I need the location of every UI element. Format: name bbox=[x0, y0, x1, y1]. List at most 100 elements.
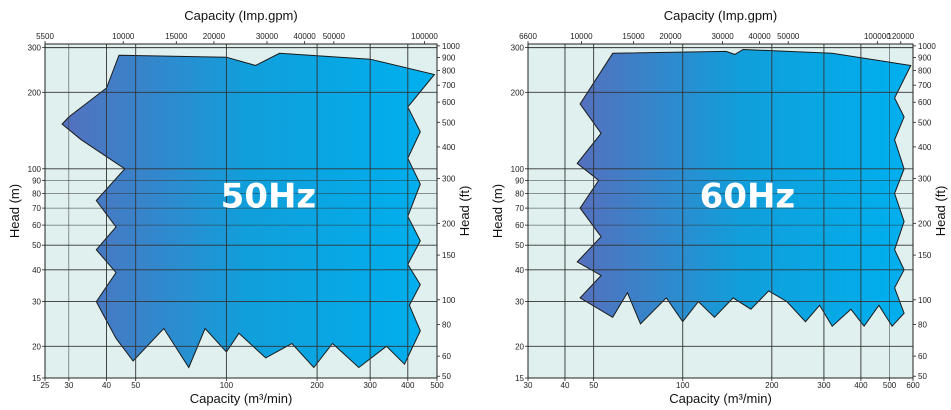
y-tick-label: 80 bbox=[32, 189, 41, 198]
x2-axis-label: Capacity (Imp.gpm) bbox=[664, 8, 777, 23]
x2-tick-label: 15000 bbox=[622, 32, 645, 41]
x-tick-label: 200 bbox=[765, 381, 779, 390]
x-tick-label: 500 bbox=[430, 381, 444, 390]
y2-tick-label: 500 bbox=[442, 118, 456, 127]
y2-axis-label: Head (ft) bbox=[457, 186, 472, 237]
y2-tick-label: 600 bbox=[918, 98, 932, 107]
y-axis-label: Head (m) bbox=[490, 184, 505, 238]
performance-envelope bbox=[61, 52, 436, 369]
x2-tick-label: 20000 bbox=[659, 32, 682, 41]
y-tick-label: 80 bbox=[515, 189, 524, 198]
y-tick-label: 30 bbox=[32, 298, 41, 307]
x-tick-label: 30 bbox=[524, 381, 533, 390]
y2-tick-label: 150 bbox=[442, 251, 456, 260]
x-tick-label: 25 bbox=[41, 381, 50, 390]
y2-tick-label: 50 bbox=[918, 372, 927, 381]
y2-tick-label: 1000 bbox=[918, 42, 936, 51]
x-tick-label: 100 bbox=[220, 381, 234, 390]
y-tick-label: 30 bbox=[515, 298, 524, 307]
y-tick-label: 300 bbox=[28, 44, 42, 53]
y-tick-label: 50 bbox=[515, 241, 524, 250]
x2-tick-label: 50000 bbox=[777, 32, 800, 41]
x-tick-label: 500 bbox=[883, 381, 897, 390]
y-tick-label: 15 bbox=[32, 374, 41, 383]
y2-tick-label: 300 bbox=[442, 175, 456, 184]
plot-frame bbox=[44, 43, 438, 379]
x-tick-label: 50 bbox=[589, 381, 598, 390]
x2-axis-label: Capacity (Imp.gpm) bbox=[184, 8, 297, 23]
x-axis-label: Capacity (m³/min) bbox=[190, 391, 293, 406]
x2-tick-label: 10000 bbox=[112, 32, 135, 41]
y2-tick-label: 1000 bbox=[442, 42, 460, 51]
y2-tick-label: 500 bbox=[918, 118, 932, 127]
y-tick-label: 100 bbox=[28, 165, 42, 174]
x2-tick-label: 100000 bbox=[864, 32, 891, 41]
y2-tick-label: 900 bbox=[442, 53, 456, 62]
y2-tick-label: 80 bbox=[918, 320, 927, 329]
y-tick-label: 90 bbox=[32, 176, 41, 185]
y2-tick-label: 700 bbox=[918, 81, 932, 90]
y2-tick-label: 80 bbox=[442, 320, 451, 329]
y2-tick-label: 150 bbox=[918, 251, 932, 260]
x2-tick-label: 20000 bbox=[203, 32, 226, 41]
x-tick-label: 400 bbox=[854, 381, 868, 390]
plot-frame bbox=[527, 43, 914, 379]
x-tick-label: 400 bbox=[401, 381, 415, 390]
x-tick-label: 300 bbox=[817, 381, 831, 390]
y2-tick-label: 200 bbox=[442, 219, 456, 228]
x2-tick-label: 40000 bbox=[748, 32, 771, 41]
x-axis-label: Capacity (m³/min) bbox=[669, 391, 772, 406]
y-tick-label: 15 bbox=[515, 374, 524, 383]
x-tick-label: 40 bbox=[102, 381, 111, 390]
panel-50hz: 25 30 40 50 100 200 300 400 500 15 20 30 40 50 60 70 80 9… bbox=[7, 8, 472, 406]
frequency-label: 50Hz bbox=[221, 177, 317, 217]
y2-tick-label: 700 bbox=[442, 81, 456, 90]
x2-tick-label: 10000 bbox=[570, 32, 593, 41]
panel-60hz: 30 40 50 100 200 300 400 500 600 15 20 30 40 50 60 70 80… bbox=[490, 8, 948, 406]
x-tick-label: 50 bbox=[131, 381, 140, 390]
y-tick-label: 300 bbox=[511, 44, 525, 53]
x-tick-label: 100 bbox=[676, 381, 690, 390]
x-tick-label: 300 bbox=[363, 381, 377, 390]
x2-tick-label: 5500 bbox=[36, 32, 54, 41]
x2-tick-label: 30000 bbox=[256, 32, 279, 41]
y2-axis-label: Head (ft) bbox=[933, 186, 948, 237]
x2-tick-label: 15000 bbox=[165, 32, 188, 41]
y-tick-label: 20 bbox=[515, 342, 524, 351]
y-tick-label: 200 bbox=[511, 88, 525, 97]
frequency-label: 60Hz bbox=[700, 177, 796, 217]
x2-tick-label: 40000 bbox=[294, 32, 317, 41]
y-tick-label: 200 bbox=[28, 88, 42, 97]
y2-tick-label: 200 bbox=[918, 219, 932, 228]
y-tick-label: 50 bbox=[32, 241, 41, 250]
x2-tick-label: 100000 bbox=[411, 32, 438, 41]
y2-tick-label: 900 bbox=[918, 53, 932, 62]
y-tick-label: 60 bbox=[515, 221, 524, 230]
y2-tick-label: 400 bbox=[442, 143, 456, 152]
y-tick-label: 40 bbox=[32, 266, 41, 275]
y-tick-label: 100 bbox=[511, 165, 525, 174]
y-tick-label: 40 bbox=[515, 266, 524, 275]
y2-tick-label: 400 bbox=[918, 143, 932, 152]
x-tick-label: 600 bbox=[906, 381, 920, 390]
y-axis-label: Head (m) bbox=[7, 184, 22, 238]
y-tick-label: 70 bbox=[32, 204, 41, 213]
y-tick-label: 70 bbox=[515, 204, 524, 213]
x2-tick-label: 6600 bbox=[519, 32, 537, 41]
y-tick-label: 20 bbox=[32, 342, 41, 351]
performance-envelope bbox=[576, 48, 912, 328]
y2-tick-label: 800 bbox=[918, 66, 932, 75]
y2-tick-label: 100 bbox=[442, 296, 456, 305]
y2-tick-label: 50 bbox=[442, 372, 451, 381]
x-tick-label: 40 bbox=[561, 381, 570, 390]
y2-tick-label: 800 bbox=[442, 66, 456, 75]
y-tick-label: 90 bbox=[515, 176, 524, 185]
x-tick-label: 200 bbox=[310, 381, 324, 390]
y-tick-label: 60 bbox=[32, 221, 41, 230]
y2-tick-label: 60 bbox=[442, 352, 451, 361]
y2-tick-label: 100 bbox=[918, 296, 932, 305]
x2-tick-label: 30000 bbox=[711, 32, 734, 41]
y2-tick-label: 600 bbox=[442, 98, 456, 107]
x-tick-label: 30 bbox=[64, 381, 73, 390]
